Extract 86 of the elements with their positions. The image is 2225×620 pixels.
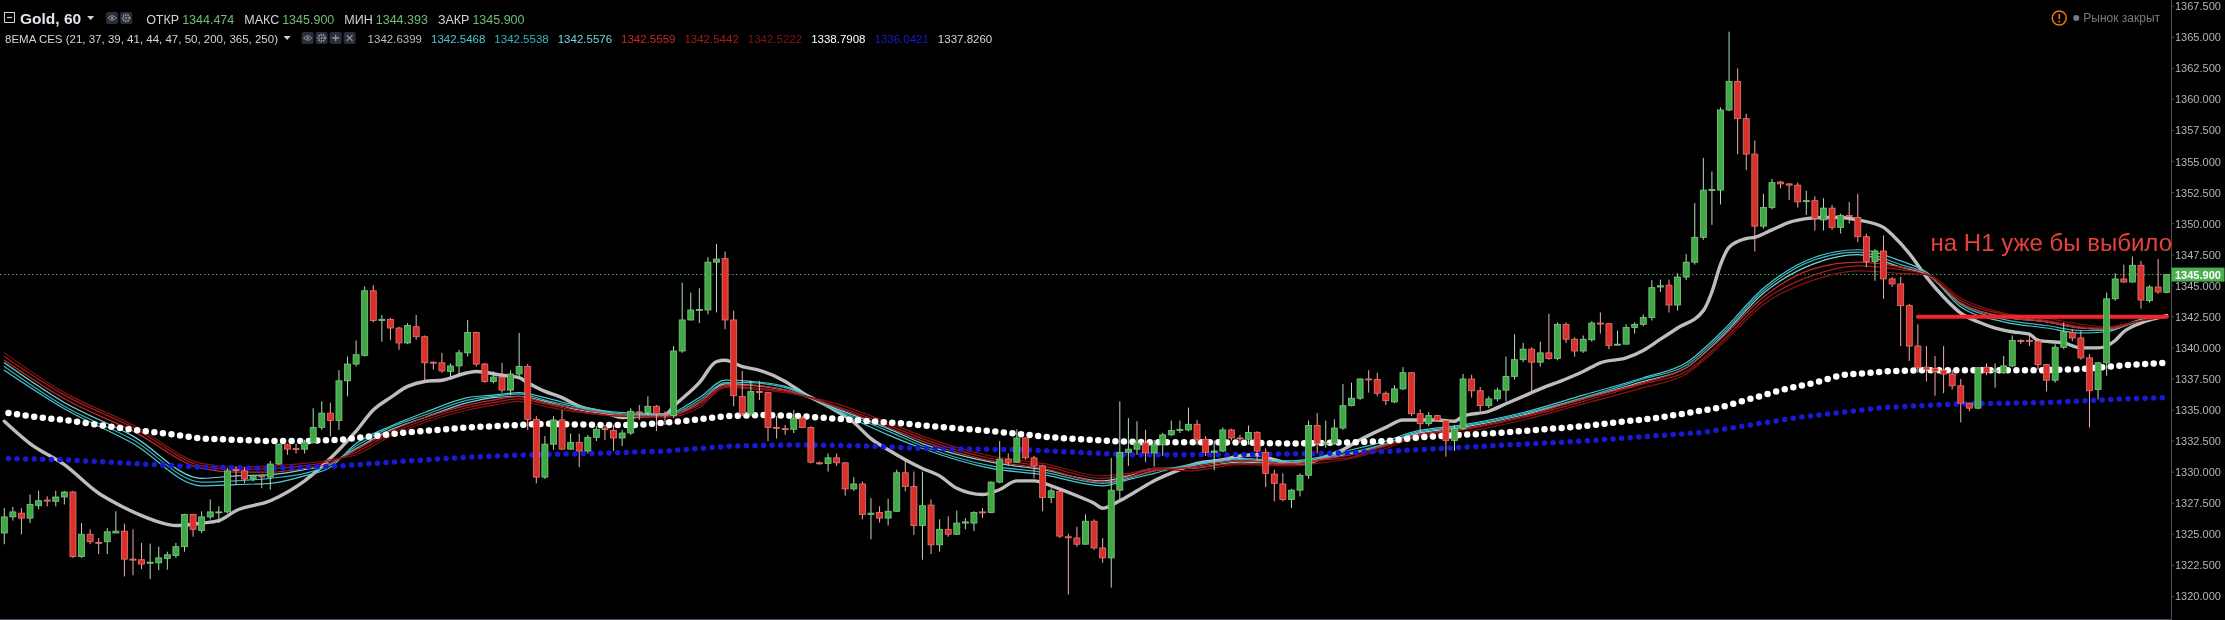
annotation: 1337.8260 bbox=[937, 33, 993, 45]
text: 1342.5538 bbox=[494, 33, 549, 45]
candlestick bbox=[953, 510, 961, 536]
y-tick-label: 1327.500 bbox=[2175, 497, 2221, 510]
legend-title: 8EMA CES (21, 37, 39, 41, 44, 47, 50, 200, 365, 250) bbox=[5, 33, 279, 45]
candlestick bbox=[1665, 279, 1673, 313]
candlestick bbox=[1871, 248, 1879, 282]
y-tick-label: 1367.500 bbox=[2175, 0, 2221, 13]
text: Gold, 60 bbox=[20, 10, 82, 27]
candlestick bbox=[1536, 341, 1544, 368]
y-tick-label: 1337.500 bbox=[2175, 372, 2221, 385]
candlestick bbox=[2154, 258, 2162, 295]
candlestick bbox=[1245, 425, 1252, 446]
candlestick bbox=[1802, 190, 1810, 216]
y-tick-label: 1365.000 bbox=[2175, 31, 2221, 44]
candlestick bbox=[584, 434, 592, 455]
candlestick bbox=[1811, 195, 1819, 231]
candlestick bbox=[1845, 201, 1853, 225]
annotation: на H1 уже бы выбило bbox=[1930, 228, 2172, 256]
candlestick bbox=[653, 404, 660, 432]
annotation: Рынок закрыт bbox=[2083, 11, 2161, 25]
candlestick bbox=[1854, 193, 1862, 243]
candlestick bbox=[644, 395, 652, 416]
candlestick bbox=[747, 380, 755, 417]
candlestick bbox=[944, 515, 952, 538]
text: 1342.6399 bbox=[367, 33, 422, 45]
candlestick bbox=[1322, 420, 1330, 449]
text: 1336.0421 bbox=[874, 33, 929, 45]
text: 1345.900 bbox=[2175, 268, 2221, 281]
candlestick bbox=[1545, 313, 1553, 361]
candlestick bbox=[1142, 429, 1149, 463]
y-tick-label: 1352.500 bbox=[2175, 186, 2221, 199]
y-tick-label: 1332.500 bbox=[2175, 435, 2221, 448]
y-tick-label: 1322.500 bbox=[2175, 559, 2221, 572]
candlestick bbox=[919, 471, 926, 561]
candlestick bbox=[1262, 448, 1270, 488]
candlestick bbox=[78, 522, 85, 559]
candlestick bbox=[1082, 513, 1089, 546]
candlestick bbox=[2111, 272, 2119, 302]
candlestick bbox=[575, 433, 583, 468]
text: ОТКР 1344.474 МАКС 1345.900 МИН 1344.393 ЗАКР 1345.900 bbox=[146, 13, 525, 27]
candlestick bbox=[1528, 346, 1536, 394]
candlestick bbox=[18, 507, 25, 535]
text: 1338.7908 bbox=[811, 33, 866, 45]
candlestick bbox=[824, 453, 832, 473]
candlestick bbox=[1365, 369, 1373, 394]
text: 1342.5222 bbox=[747, 33, 803, 45]
y-tick-label: 1357.500 bbox=[2175, 124, 2221, 137]
y-tick-label: 1347.500 bbox=[2175, 248, 2221, 261]
y-tick-label: 1360.000 bbox=[2175, 93, 2221, 106]
text: 1342.5559 bbox=[621, 33, 676, 45]
candlestick bbox=[936, 518, 944, 553]
y-tick-label: 1350.000 bbox=[2175, 217, 2221, 230]
candlestick bbox=[661, 410, 669, 426]
text: 1342.5442 bbox=[684, 33, 739, 45]
candlestick bbox=[601, 424, 609, 441]
candlestick bbox=[86, 528, 94, 545]
candlestick bbox=[378, 314, 386, 343]
y-tick-label: 1355.000 bbox=[2175, 155, 2221, 168]
candlestick bbox=[1253, 430, 1261, 461]
y-tick-label: 1325.000 bbox=[2175, 528, 2221, 541]
candlestick bbox=[610, 424, 617, 452]
candlestick bbox=[1313, 412, 1321, 455]
y-tick-label: 1335.000 bbox=[2175, 404, 2221, 417]
candlestick bbox=[1476, 386, 1484, 412]
y-tick-label: 1345.000 bbox=[2175, 279, 2221, 292]
candlestick bbox=[1468, 374, 1476, 399]
y-tick-label: 1340.000 bbox=[2175, 341, 2221, 354]
candlestick bbox=[2128, 256, 2136, 284]
candlestick bbox=[498, 362, 506, 394]
candlestick bbox=[326, 402, 334, 437]
candlestick bbox=[790, 409, 798, 434]
candlestick bbox=[198, 510, 206, 534]
text: 1342.5576 bbox=[557, 33, 613, 45]
candlestick bbox=[1820, 197, 1827, 231]
candlestick bbox=[2120, 264, 2128, 284]
y-tick-label: 1330.000 bbox=[2175, 466, 2221, 479]
candlestick bbox=[867, 497, 875, 540]
y-tick-label: 1342.500 bbox=[2175, 310, 2221, 323]
candlestick bbox=[1828, 204, 1836, 231]
y-tick-label: 1362.500 bbox=[2175, 62, 2221, 75]
y-tick-label: 1320.000 bbox=[2175, 590, 2221, 603]
text: 1342.5468 bbox=[430, 33, 486, 45]
candlestick bbox=[738, 370, 746, 417]
candlestick bbox=[1837, 213, 1845, 235]
candlestick bbox=[1416, 408, 1424, 434]
